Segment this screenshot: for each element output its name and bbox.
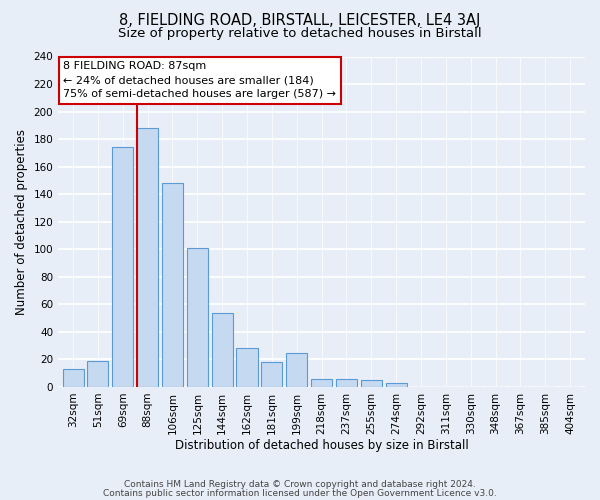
Bar (112, 148, 133, 387)
Bar (236, 348, 257, 387)
X-axis label: Distribution of detached houses by size in Birstall: Distribution of detached houses by size … (175, 440, 469, 452)
Y-axis label: Number of detached properties: Number of detached properties (15, 128, 28, 314)
Bar (88, 361, 109, 387)
Bar (336, 378, 357, 387)
Bar (262, 362, 283, 387)
Bar (386, 383, 407, 387)
Bar (137, 128, 158, 387)
Bar (361, 380, 382, 387)
Bar (187, 248, 208, 387)
Bar (162, 183, 183, 387)
Bar (311, 378, 332, 387)
Bar (212, 312, 233, 387)
Text: Contains public sector information licensed under the Open Government Licence v3: Contains public sector information licen… (103, 488, 497, 498)
Bar (286, 352, 307, 387)
Text: 8 FIELDING ROAD: 87sqm
← 24% of detached houses are smaller (184)
75% of semi-de: 8 FIELDING ROAD: 87sqm ← 24% of detached… (64, 62, 337, 100)
Text: 8, FIELDING ROAD, BIRSTALL, LEICESTER, LE4 3AJ: 8, FIELDING ROAD, BIRSTALL, LEICESTER, L… (119, 12, 481, 28)
Text: Size of property relative to detached houses in Birstall: Size of property relative to detached ho… (118, 28, 482, 40)
Text: Contains HM Land Registry data © Crown copyright and database right 2024.: Contains HM Land Registry data © Crown c… (124, 480, 476, 489)
Bar (62, 369, 83, 387)
